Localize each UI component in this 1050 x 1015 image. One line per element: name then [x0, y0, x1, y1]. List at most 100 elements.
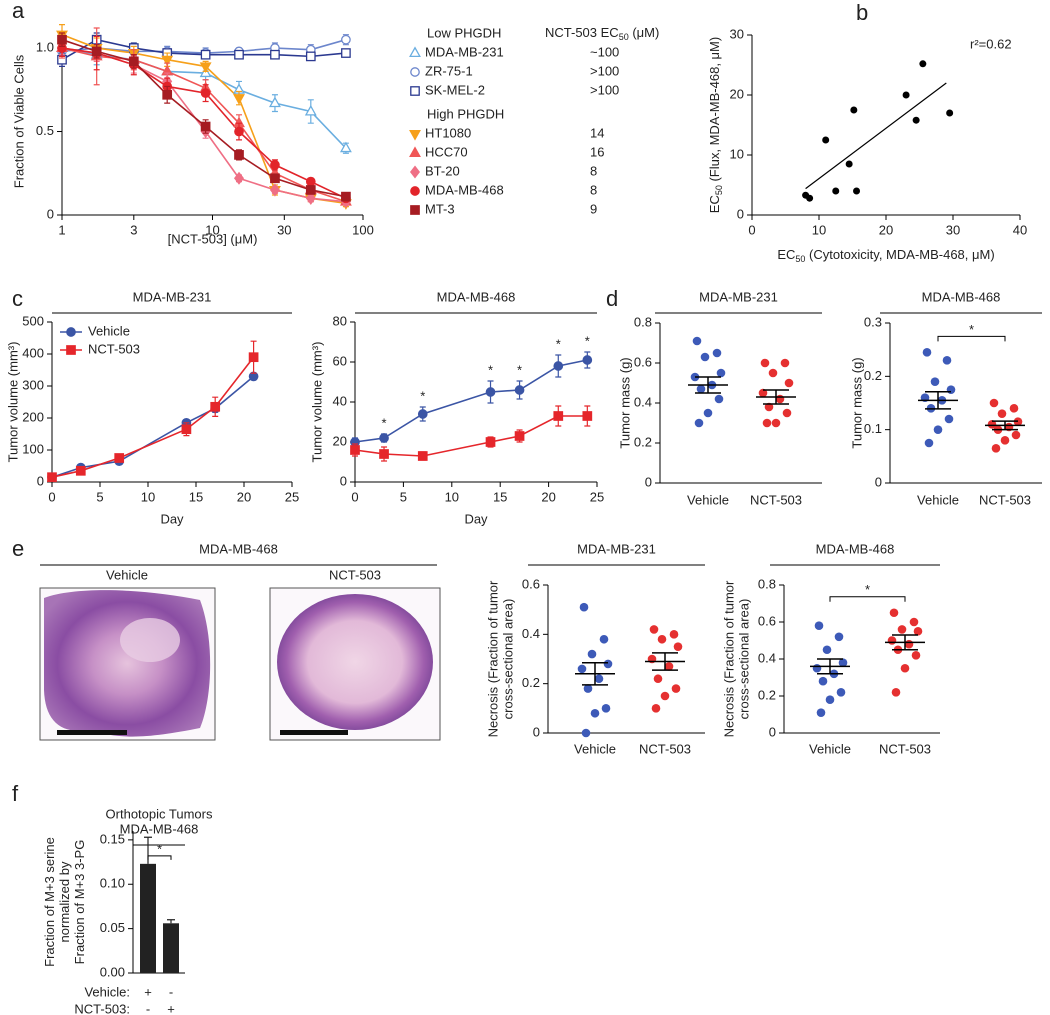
y-tick-label: 0.8 [634, 314, 652, 329]
point [582, 355, 593, 365]
y-axis-label: Tumor volume (mm³) [309, 342, 324, 463]
point [660, 691, 670, 701]
x-tick-label: 20 [879, 222, 893, 237]
legend-header-sub: 50 [619, 32, 629, 42]
x-axis-label: [NCT-503] (μM) [168, 231, 258, 246]
point [692, 336, 702, 346]
point [703, 408, 713, 418]
point [997, 409, 1007, 418]
y-tick-label: 0.4 [634, 394, 652, 409]
point [944, 414, 954, 424]
point [897, 625, 907, 634]
legend-label: MT-3 [425, 201, 455, 216]
point [902, 91, 910, 99]
legend-header-text: NCT-503 EC [545, 25, 619, 40]
chart-title-line: Orthotopic Tumors [106, 807, 213, 822]
y-axis-label-line: Necrosis (Fraction of tumor [722, 580, 737, 737]
point [812, 663, 822, 673]
point [114, 453, 125, 463]
legend-group: High PHGDH [427, 106, 504, 121]
point [838, 658, 848, 667]
y-tick-label: 200 [22, 409, 44, 424]
y-tick-label: 100 [22, 441, 44, 456]
point [248, 352, 259, 363]
point [587, 649, 597, 659]
sem-bar [652, 652, 678, 671]
point [853, 187, 861, 195]
point [758, 388, 768, 398]
x-tick-label: 10 [141, 489, 155, 504]
point [269, 96, 281, 108]
y-axis-label-line: cross-sectional area) [501, 599, 516, 720]
point [664, 662, 674, 671]
y-tick-label: 0.3 [864, 314, 882, 329]
point [350, 445, 360, 455]
point [553, 411, 564, 421]
point [822, 645, 832, 655]
panel-letter: b [856, 0, 868, 25]
x-axis-label: Day [160, 511, 184, 526]
point [582, 411, 593, 421]
point [768, 368, 778, 378]
x-tick-label: 0 [748, 222, 755, 237]
histology-images [39, 587, 441, 741]
point [379, 433, 389, 443]
point [553, 361, 564, 371]
point [594, 674, 604, 684]
point [814, 621, 824, 630]
y-tick-label: 0.2 [758, 687, 776, 702]
legend-marker [409, 46, 421, 58]
chart-title: MDA-MB-231 [133, 289, 212, 304]
x-tick-label: 100 [352, 222, 374, 237]
tissue [44, 590, 211, 737]
y-tick-label: 0.2 [634, 434, 652, 449]
point [850, 106, 858, 114]
x-tick-label: 10 [445, 489, 459, 504]
chart-title: MDA-MB-468 [199, 541, 278, 556]
x-tick-label: 1 [58, 222, 65, 237]
legend-marker [409, 146, 421, 158]
point [233, 171, 245, 185]
bar [140, 863, 156, 973]
point [714, 394, 724, 404]
legend-label: ZR-75-1 [425, 63, 473, 78]
y-tick-label: 1.0 [36, 39, 54, 54]
point [764, 402, 774, 412]
point [775, 394, 785, 404]
fit-line [805, 82, 947, 190]
series-line [354, 359, 588, 443]
legend-marker [66, 345, 76, 355]
point [818, 676, 828, 686]
point [210, 401, 221, 412]
significance: * [969, 322, 974, 337]
x-tick-label: NCT-503 [979, 492, 1031, 507]
y-tick-label: 40 [333, 393, 347, 408]
y-tick-label: 60 [333, 353, 347, 368]
point [946, 385, 956, 394]
point [590, 708, 600, 718]
point [601, 704, 611, 713]
error-bar [144, 836, 152, 864]
point [234, 126, 244, 137]
point [922, 348, 932, 357]
condition-value: - [169, 984, 173, 999]
significance: * [865, 582, 870, 597]
y-axis-label-sub: 50 [714, 185, 724, 195]
point [780, 358, 790, 368]
image-label: NCT-503 [329, 567, 381, 582]
y-axis-label-rest: (Flux, MDA-MB-468, μM) [707, 37, 722, 185]
x-tick-label: Vehicle [687, 492, 729, 507]
legend-ec50: >100 [590, 82, 619, 97]
point [270, 49, 280, 60]
x-tick-label: Vehicle [574, 741, 616, 756]
y-tick-label: 20 [730, 86, 744, 101]
point [782, 408, 792, 418]
point [417, 451, 428, 461]
y-axis-label-line: normalized by [57, 861, 72, 942]
point [579, 602, 589, 612]
legend-label: HT1080 [425, 125, 471, 140]
x-tick-label: 5 [400, 489, 407, 504]
legend-marker [410, 86, 420, 96]
legend-group: Low PHGDH [427, 25, 501, 40]
point [339, 141, 352, 153]
